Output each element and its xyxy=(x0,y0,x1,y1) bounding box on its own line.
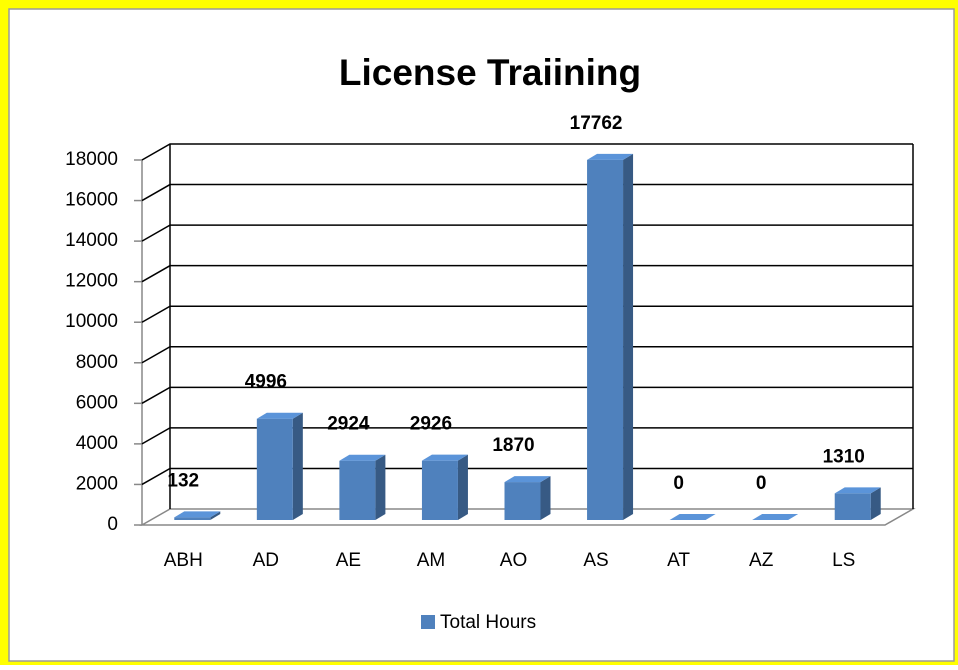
bar xyxy=(752,514,799,520)
data-label: 1870 xyxy=(492,435,534,456)
bar-top xyxy=(174,511,221,518)
y-tick-label: 18000 xyxy=(65,149,118,170)
bar-front xyxy=(256,418,293,520)
bar xyxy=(174,511,221,520)
bar-front xyxy=(834,493,871,520)
y-tick-label: 4000 xyxy=(76,433,118,454)
grid-line xyxy=(141,183,913,202)
bar-top xyxy=(587,153,634,160)
grid-line xyxy=(141,386,913,404)
grid-line xyxy=(141,427,913,445)
x-tick-label: LS xyxy=(832,550,855,571)
bar xyxy=(834,487,881,520)
bar-side xyxy=(292,412,303,520)
data-label: 1310 xyxy=(823,446,865,467)
bar xyxy=(339,454,386,520)
grid-line xyxy=(141,224,913,242)
data-label: 2924 xyxy=(327,414,370,435)
x-tick-label: ABH xyxy=(164,550,203,571)
x-tick-label: AO xyxy=(500,550,527,571)
data-label: 2926 xyxy=(410,414,452,435)
bar-front xyxy=(339,460,376,520)
y-tick-label: 12000 xyxy=(65,271,118,292)
x-tick-label: AZ xyxy=(749,550,774,571)
data-label: 0 xyxy=(756,473,767,494)
data-label: 17762 xyxy=(570,113,623,134)
data-label: 0 xyxy=(673,473,684,494)
y-tick-label: 2000 xyxy=(76,473,118,494)
bar-top xyxy=(504,476,551,483)
bar xyxy=(256,412,303,520)
x-tick-label: AD xyxy=(253,550,279,571)
bar-side xyxy=(870,487,881,520)
y-tick-label: 8000 xyxy=(76,352,118,373)
y-tick-label: 0 xyxy=(107,514,118,535)
bar-side xyxy=(210,511,221,520)
bar-side xyxy=(457,454,468,520)
data-label: 4996 xyxy=(245,372,287,393)
bar-front xyxy=(421,460,458,520)
bar-side xyxy=(623,153,634,520)
bar-top xyxy=(752,514,799,520)
bar xyxy=(421,454,468,520)
x-tick-label: AS xyxy=(583,550,608,571)
bar xyxy=(587,153,634,520)
y-tick-label: 10000 xyxy=(65,311,118,332)
chart-title: License Traiining xyxy=(339,52,641,93)
chart-area xyxy=(8,8,955,662)
bar-top xyxy=(339,454,386,461)
bar-front xyxy=(504,482,541,520)
grid-line xyxy=(141,467,913,486)
bar xyxy=(504,476,551,520)
x-tick-label: AM xyxy=(417,550,446,571)
y-tick-label: 14000 xyxy=(65,230,118,251)
legend-swatch xyxy=(421,615,435,629)
grid-line xyxy=(141,143,913,161)
y-tick-label: 16000 xyxy=(65,190,118,211)
bar-top xyxy=(669,514,716,520)
y-tick-label: 6000 xyxy=(76,392,118,413)
bar-front xyxy=(174,517,211,520)
bar-side xyxy=(540,476,551,520)
legend-label: Total Hours xyxy=(440,612,536,633)
grid-line xyxy=(141,264,913,283)
bar xyxy=(669,514,716,520)
bar-top xyxy=(834,487,881,494)
bar-top xyxy=(421,454,468,461)
bar-top xyxy=(256,412,303,419)
data-label: 132 xyxy=(167,470,199,491)
bar-side xyxy=(375,454,386,520)
x-tick-label: AE xyxy=(336,550,361,571)
x-tick-label: AT xyxy=(667,550,690,571)
grid-line xyxy=(141,305,913,323)
bar-front xyxy=(587,159,624,520)
grid-line xyxy=(141,346,913,364)
